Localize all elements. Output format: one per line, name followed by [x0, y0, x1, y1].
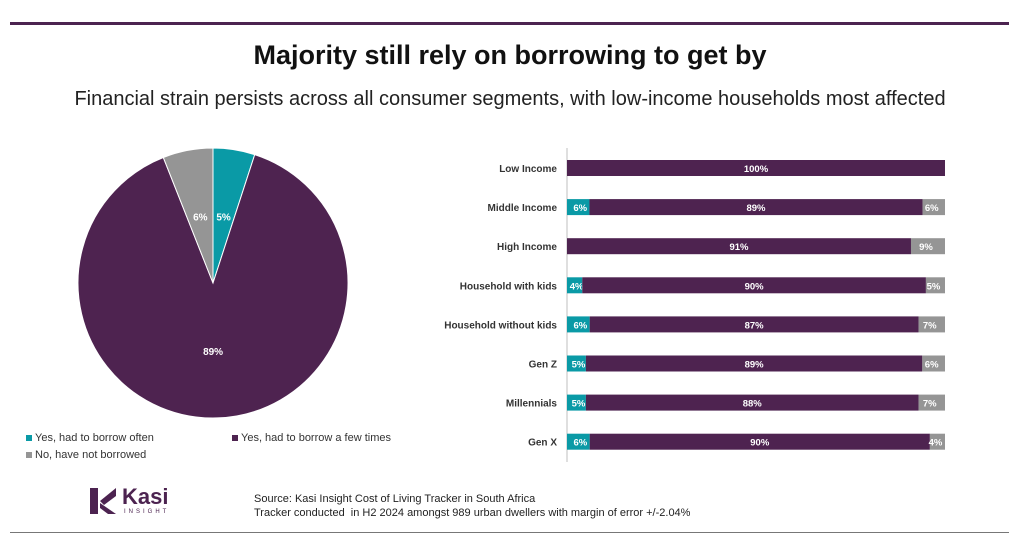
- bottom-rule: [10, 532, 1009, 533]
- chart-title: Majority still rely on borrowing to get …: [253, 40, 767, 70]
- bar-data-label: 90%: [750, 438, 770, 449]
- source-line-2: Tracker conducted in H2 2024 amongst 989…: [254, 507, 691, 519]
- bar-segment: [567, 355, 586, 372]
- bar-segment: [922, 355, 945, 372]
- bar-data-label: 89%: [745, 360, 765, 371]
- pie-slice-few-times: [77, 153, 349, 419]
- legend-swatch-few-times: [232, 435, 238, 441]
- bar-segment: [925, 277, 945, 294]
- bar-segment: [582, 277, 926, 294]
- pie-label-few-times: 89%: [203, 347, 223, 358]
- legend-label-few-times: Yes, had to borrow a few times: [241, 432, 392, 444]
- pie-label-often: 5%: [216, 212, 231, 223]
- legend-swatch-not-borrowed: [26, 452, 32, 458]
- bar-segment: [567, 199, 590, 216]
- bar-segment: [922, 199, 945, 216]
- kasi-logo-mark: [90, 488, 116, 514]
- bar-segment: [929, 433, 945, 450]
- bar-data-label: 7%: [923, 320, 937, 331]
- bar-data-label: 87%: [745, 320, 765, 331]
- bar-data-label: 90%: [745, 281, 765, 292]
- legend-label-often: Yes, had to borrow often: [35, 432, 154, 444]
- top-rule: [10, 22, 1009, 25]
- bar-data-label: 91%: [729, 242, 749, 253]
- logo-word: Kasi: [122, 484, 169, 509]
- bar-data-label: 89%: [746, 203, 766, 214]
- category-label: High Income: [497, 242, 557, 253]
- bar-segment: [918, 394, 945, 411]
- bar-segment: [589, 433, 930, 450]
- bar-segment: [585, 355, 923, 372]
- legend-swatch-often: [26, 435, 32, 441]
- pie-slice-not-borrowed: [162, 147, 214, 284]
- bar-segment: [589, 199, 923, 216]
- bar-data-label: 6%: [925, 360, 939, 371]
- bar-data-label: 6%: [573, 320, 587, 331]
- legend-label-not-borrowed: No, have not borrowed: [35, 449, 147, 461]
- bar-data-label: 6%: [925, 203, 939, 214]
- bar-segment: [567, 277, 583, 294]
- category-label: Millennials: [506, 399, 558, 410]
- logo-sub: INSIGHT: [124, 509, 170, 515]
- category-label: Household without kids: [444, 320, 557, 331]
- bar-data-label: 6%: [573, 203, 587, 214]
- bar-data-label: 100%: [744, 164, 769, 175]
- legend-item-few-times: Yes, had to borrow a few times: [232, 432, 391, 444]
- legend-item-often: Yes, had to borrow often: [26, 432, 154, 444]
- kasi-logo: Kasi INSIGHT: [88, 484, 188, 520]
- bar-data-label: 4%: [570, 281, 584, 292]
- pie-chart: 5% 89% 6%: [77, 147, 349, 419]
- bar-data-label: 5%: [927, 281, 941, 292]
- bar-data-label: 4%: [929, 438, 943, 449]
- bar-segment: [567, 316, 590, 333]
- category-label: Middle Income: [488, 203, 558, 214]
- bar-data-label: 6%: [573, 438, 587, 449]
- pie-label-not-borrowed: 6%: [193, 213, 208, 224]
- bar-segment: [918, 316, 945, 333]
- bar-data-label: 9%: [919, 242, 933, 253]
- legend-item-not-borrowed: No, have not borrowed: [26, 449, 146, 461]
- bar-data-label: 88%: [743, 399, 763, 410]
- category-label: Household with kids: [460, 281, 558, 292]
- source-note: Source: Kasi Insight Cost of Living Trac…: [254, 492, 690, 520]
- bar-data-label: 5%: [572, 360, 586, 371]
- bar-data-label: 5%: [572, 399, 586, 410]
- bar-segment: [910, 238, 945, 255]
- bar-segment: [567, 433, 590, 450]
- category-label: Gen X: [528, 438, 557, 449]
- category-label: Gen Z: [529, 360, 557, 371]
- bar-segment: [567, 160, 945, 176]
- bar-segment: [589, 316, 919, 333]
- category-label: Low Income: [499, 164, 557, 175]
- source-line-1: Source: Kasi Insight Cost of Living Trac…: [254, 493, 536, 505]
- bar-segment: [585, 394, 919, 411]
- bar-segment: [567, 238, 911, 255]
- bar-data-label: 7%: [923, 399, 937, 410]
- chart-subtitle: Financial strain persists across all con…: [74, 88, 946, 110]
- bar-segment: [567, 394, 586, 411]
